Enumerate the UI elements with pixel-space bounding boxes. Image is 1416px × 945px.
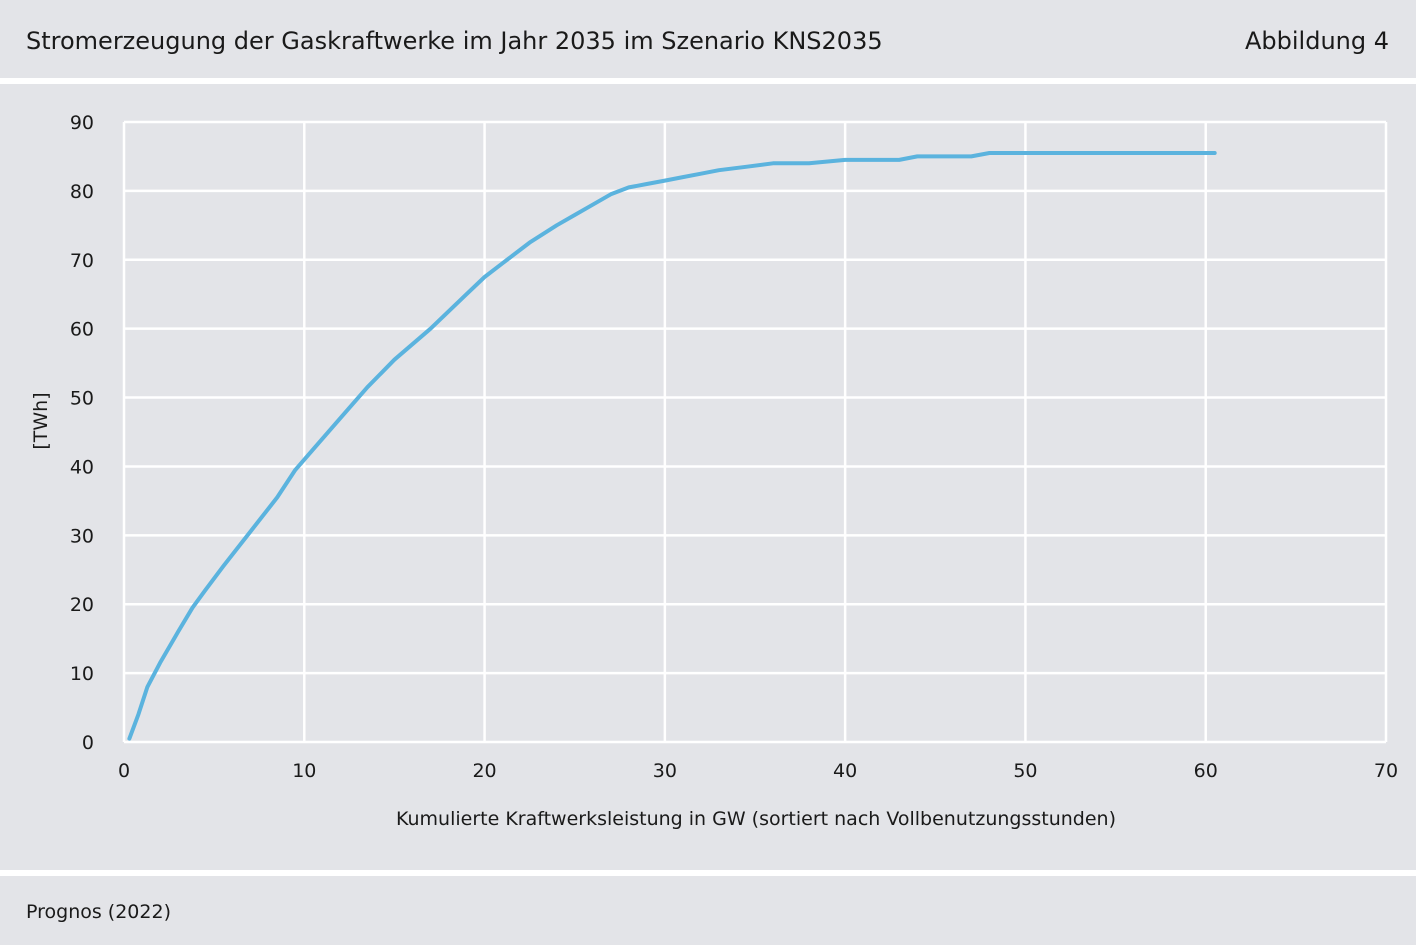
series-line [127,151,1217,741]
x-tick-label: 70 [1374,760,1398,782]
chart-panel: 0 10 20 30 40 50 60 70 80 90 0 10 20 30 40 50 60 70 [TWh]… [0,84,1416,870]
y-tick-label: 50 [70,388,94,410]
source-note: Prognos (2022) [26,901,171,923]
footer-band: Prognos (2022) [0,876,1416,945]
y-axis-title: [TWh] [30,392,52,449]
y-tick-label: 0 [82,732,94,754]
x-tick-label: 30 [653,760,677,782]
y-tick-label: 30 [70,525,94,547]
y-tick-label: 10 [70,663,94,685]
x-axis-title: Kumulierte Kraftwerksleistung in GW (sor… [396,808,1116,830]
x-tick-label: 0 [118,760,130,782]
series-layer [127,151,1217,741]
y-tick-label: 40 [70,456,94,478]
x-tick-label: 50 [1013,760,1037,782]
y-tick-label: 70 [70,250,94,272]
x-tick-label: 40 [833,760,857,782]
y-tick-label: 90 [70,112,94,134]
x-tick-label: 60 [1194,760,1218,782]
header-band: Stromerzeugung der Gaskraftwerke im Jahr… [0,0,1416,78]
grid-lines [122,120,1388,744]
chart-title: Stromerzeugung der Gaskraftwerke im Jahr… [26,27,883,55]
figure-label: Abbildung 4 [1244,27,1389,55]
y-tick-label: 60 [70,319,94,341]
tick-labels: 0 10 20 30 40 50 60 70 80 90 0 10 20 30 40 50 60 70 [70,112,1398,782]
y-tick-label: 20 [70,594,94,616]
y-tick-label: 80 [70,181,94,203]
line-chart: 0 10 20 30 40 50 60 70 80 90 0 10 20 30 40 50 60 70 [TWh]… [30,112,1398,830]
x-tick-label: 10 [292,760,316,782]
x-tick-label: 20 [472,760,496,782]
